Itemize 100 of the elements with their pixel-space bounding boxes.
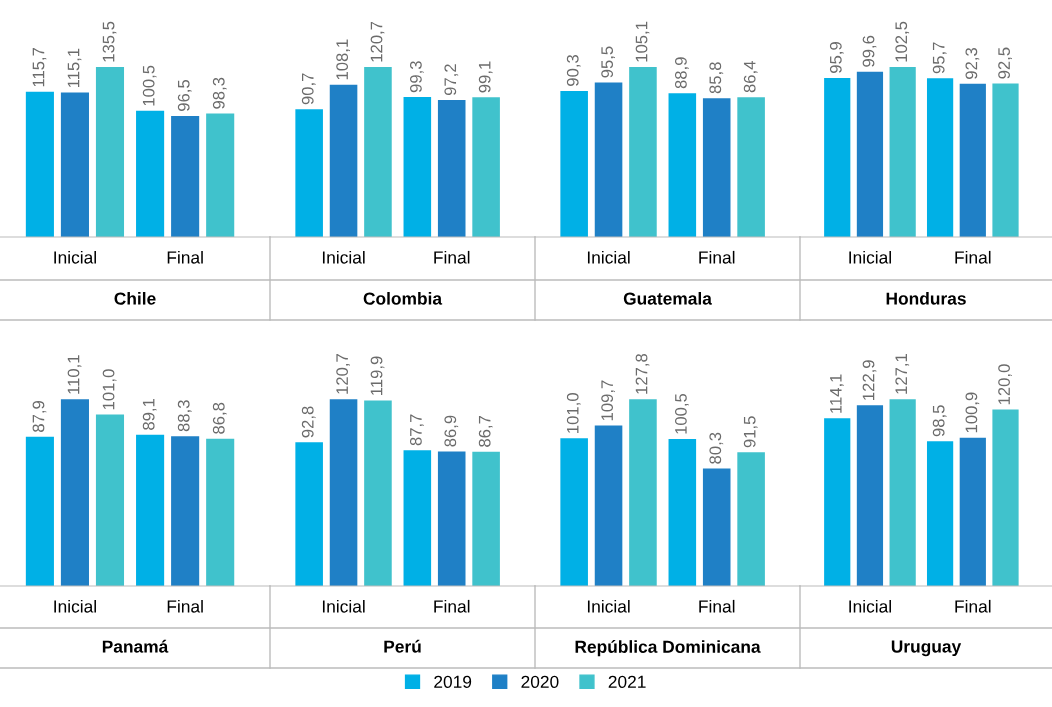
data-label: 122,9 [862,360,877,400]
x-tick-label: Inicial [322,250,365,264]
bar [737,452,765,586]
data-label: 101,0 [566,393,581,433]
x-tick-label: Final [955,599,991,613]
data-label: 92,3 [965,47,980,79]
x-axis-title: Chile [114,292,156,305]
x-tick-label: Inicial [54,250,96,264]
data-label: 85,8 [709,62,724,94]
data-label: 100,5 [142,65,157,106]
data-label: 99,1 [478,61,493,93]
bar [629,399,657,586]
bar [171,115,200,237]
data-label: 99,6 [862,35,877,67]
bar [668,439,697,586]
data-label: 105,1 [635,21,650,62]
data-label: 95,9 [829,42,844,73]
x-axis-title: Colombia [363,292,443,305]
x-axis-title: Honduras [886,292,966,305]
bar [560,438,588,586]
data-label: 120,0 [998,364,1012,405]
data-label: 115,7 [32,47,47,87]
bar [25,436,54,586]
data-label: 86,8 [212,402,227,434]
data-label: 90,7 [301,73,316,105]
data-label: 91,5 [743,416,758,448]
legend-label: 2019 [434,675,472,688]
bar [992,83,1019,237]
x-tick-label: Inicial [849,599,891,613]
bar [992,409,1019,586]
data-label: 97,2 [444,64,459,96]
x-tick-label: Inicial [587,599,630,613]
data-label: 119,9 [370,356,385,395]
data-label: 99,3 [409,61,424,93]
bar [959,437,986,586]
bar [594,425,623,586]
bar [824,77,851,237]
x-tick-label: Inicial [849,250,891,264]
bar [60,92,89,237]
bar [959,83,986,237]
bar [824,418,851,586]
bar [206,438,235,586]
bar [60,399,89,586]
x-tick-label: Final [434,250,470,264]
data-label: 120,7 [370,21,385,62]
data-label: 86,4 [743,61,758,93]
data-label: 96,5 [177,79,192,111]
data-label: 109,7 [601,380,615,421]
bar [95,66,125,237]
x-axis-title: Guatemala [623,292,712,305]
bar [856,71,884,237]
bar [856,405,884,586]
data-label: 92,8 [301,406,316,438]
bar [206,113,235,237]
legend-label: 2020 [521,675,559,688]
bar [329,399,358,586]
data-label: 88,3 [177,400,192,432]
x-tick-label: Inicial [322,599,365,613]
x-axis-title: Perú [384,639,421,653]
bar [437,451,466,586]
legend-label: 2021 [608,675,646,688]
data-label: 98,5 [932,405,947,437]
x-tick-label: Final [434,599,470,613]
bar [136,434,165,586]
bar [889,66,916,237]
data-label: 127,8 [635,353,650,394]
bar [472,451,500,586]
data-label: 87,7 [409,414,424,446]
x-tick-label: Inicial [54,599,96,613]
bar [295,442,323,586]
data-label: 101,0 [102,369,117,410]
data-label: 127,1 [895,354,910,394]
data-label: 98,3 [212,77,227,109]
x-tick-label: Final [167,599,203,613]
data-label: 89,1 [142,398,157,430]
bar [926,441,954,586]
bar [136,110,165,237]
x-tick-label: Final [699,250,735,264]
data-label: 86,9 [444,415,459,447]
x-axis-title: Uruguay [891,640,962,657]
data-label: 80,3 [709,432,724,464]
bar [25,91,54,237]
data-label: 86,7 [478,416,493,447]
bar [702,468,731,586]
data-label: 95,5 [601,46,615,78]
data-label: 100,5 [674,393,689,434]
data-label: 102,5 [895,21,910,62]
data-label: 135,5 [102,21,117,62]
data-label: 100,9 [965,392,980,433]
data-label: 120,7 [336,354,350,394]
data-label: 88,9 [674,57,689,89]
x-tick-label: Final [699,599,735,613]
bar [95,414,125,586]
data-label: 110,1 [67,355,82,394]
x-tick-label: Final [955,250,991,264]
x-tick-label: Final [167,250,203,264]
data-label: 115,1 [67,48,82,88]
data-label: 92,5 [998,47,1012,79]
bar [171,436,200,586]
bar [926,78,954,237]
